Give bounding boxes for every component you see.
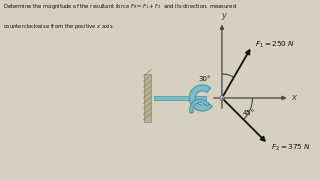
Text: counterclockwise from the positive $x$ axis.: counterclockwise from the positive $x$ a… xyxy=(3,22,115,31)
Bar xyxy=(143,74,151,122)
Text: $F_2 = 375$ N: $F_2 = 375$ N xyxy=(271,142,311,152)
Polygon shape xyxy=(190,99,209,113)
Text: x: x xyxy=(292,93,297,102)
Text: 30°: 30° xyxy=(198,76,211,82)
Text: 45°: 45° xyxy=(243,110,255,116)
Circle shape xyxy=(220,96,224,100)
Text: $F_1 = 250$ N: $F_1 = 250$ N xyxy=(255,40,295,50)
Text: y: y xyxy=(222,10,227,19)
Polygon shape xyxy=(189,85,212,111)
Bar xyxy=(155,96,206,100)
Text: Determine the magnitude of the resultant force $F_R = F_1 + F_2$  and its direct: Determine the magnitude of the resultant… xyxy=(3,2,237,11)
